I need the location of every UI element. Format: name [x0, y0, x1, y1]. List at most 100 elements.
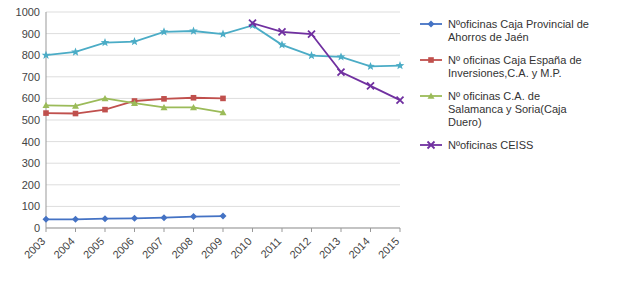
point — [338, 69, 345, 76]
x-tick-label: 2013 — [317, 235, 343, 261]
point — [220, 96, 226, 102]
legend-marker — [428, 142, 435, 149]
legend-label: Nº oficinas C.A. deSalamanca y Soria(Caj… — [448, 90, 567, 128]
legend-marker — [428, 21, 435, 28]
legend-marker — [428, 93, 435, 99]
grid-line — [46, 184, 400, 185]
x-tick — [282, 228, 283, 232]
point — [279, 28, 286, 35]
point — [131, 100, 138, 106]
x-tick-label: 2003 — [22, 235, 48, 261]
point — [161, 96, 167, 102]
point — [249, 20, 256, 27]
grid-line — [46, 76, 400, 77]
point — [71, 47, 80, 55]
x-tick-label: 2008 — [169, 235, 195, 261]
x-tick-label: 2010 — [228, 235, 254, 261]
point — [130, 37, 139, 45]
point — [397, 97, 404, 104]
grid-line — [46, 120, 400, 121]
point — [308, 31, 315, 38]
point — [190, 213, 197, 220]
grid — [46, 12, 400, 228]
x-tick — [105, 228, 106, 232]
point — [337, 52, 346, 60]
x-tick — [400, 228, 401, 232]
legend: Nºoficinas Caja Provincial deAhorros de … — [420, 18, 589, 151]
x-tick-label: 2015 — [376, 235, 402, 261]
point — [191, 95, 197, 101]
point — [102, 107, 108, 113]
point — [220, 109, 227, 115]
x-tick — [164, 228, 165, 232]
x-tick — [370, 228, 371, 232]
point — [43, 216, 50, 223]
point — [102, 95, 109, 101]
x-tick — [134, 228, 135, 232]
point — [366, 62, 375, 70]
y-tick-label: 400 — [22, 136, 40, 148]
legend-label: Nºoficinas CEISS — [448, 139, 533, 151]
plot-area — [42, 20, 405, 223]
point — [307, 51, 316, 59]
point — [367, 82, 374, 89]
legend-marker — [428, 57, 434, 63]
point — [72, 102, 79, 108]
x-tick — [46, 228, 47, 232]
grid-line — [46, 163, 400, 164]
y-tick-label: 200 — [22, 179, 40, 191]
series-line — [46, 98, 223, 114]
grid-line — [46, 55, 400, 56]
x-tick — [223, 228, 224, 232]
point — [73, 111, 79, 117]
series-line — [46, 25, 400, 66]
point — [161, 104, 168, 110]
x-tick-label: 2007 — [140, 235, 166, 261]
x-tick-label: 2005 — [81, 235, 107, 261]
grid-line — [46, 206, 400, 207]
y-tick-label: 100 — [22, 200, 40, 212]
y-tick-label: 0 — [34, 222, 40, 234]
point — [72, 216, 79, 223]
x-tick — [75, 228, 76, 232]
point — [161, 214, 168, 221]
x-tick — [252, 228, 253, 232]
y-tick-label: 700 — [22, 71, 40, 83]
grid-line — [46, 12, 400, 13]
point — [220, 213, 227, 220]
grid-line — [46, 141, 400, 142]
x-tick-label: 2012 — [287, 235, 313, 261]
y-tick-label: 300 — [22, 157, 40, 169]
x-tick-label: 2011 — [258, 235, 283, 260]
point — [396, 61, 405, 69]
y-tick-label: 600 — [22, 92, 40, 104]
y-tick-label: 500 — [22, 114, 40, 126]
series-line — [253, 23, 401, 100]
x-tick-label: 2014 — [346, 235, 372, 261]
x-tick — [193, 228, 194, 232]
y-tick-label: 800 — [22, 49, 40, 61]
point — [43, 102, 50, 108]
y-axis — [46, 12, 47, 228]
point — [190, 104, 197, 110]
x-tick-label: 2006 — [110, 235, 136, 261]
x-tick-label: 2004 — [51, 235, 77, 261]
point — [160, 27, 169, 35]
x-tick — [341, 228, 342, 232]
y-tick-label: 900 — [22, 28, 40, 40]
point — [219, 29, 228, 37]
y-tick-label: 1000 — [16, 6, 40, 18]
point — [43, 110, 49, 116]
point — [189, 26, 198, 34]
point — [101, 38, 110, 46]
point — [42, 51, 51, 59]
legend-label: Nº oficinas Caja España deInversiones,C.… — [448, 54, 582, 79]
point — [278, 40, 287, 48]
x-tick — [311, 228, 312, 232]
chart: 0 100 200 300 400 500 600 700 800 900 1000 20032004… — [0, 0, 640, 295]
legend-label: Nºoficinas Caja Provincial deAhorros de … — [448, 18, 589, 43]
x-tick-label: 2009 — [199, 235, 225, 261]
grid-line — [46, 228, 400, 229]
point — [102, 215, 109, 222]
x-axis — [46, 228, 400, 229]
